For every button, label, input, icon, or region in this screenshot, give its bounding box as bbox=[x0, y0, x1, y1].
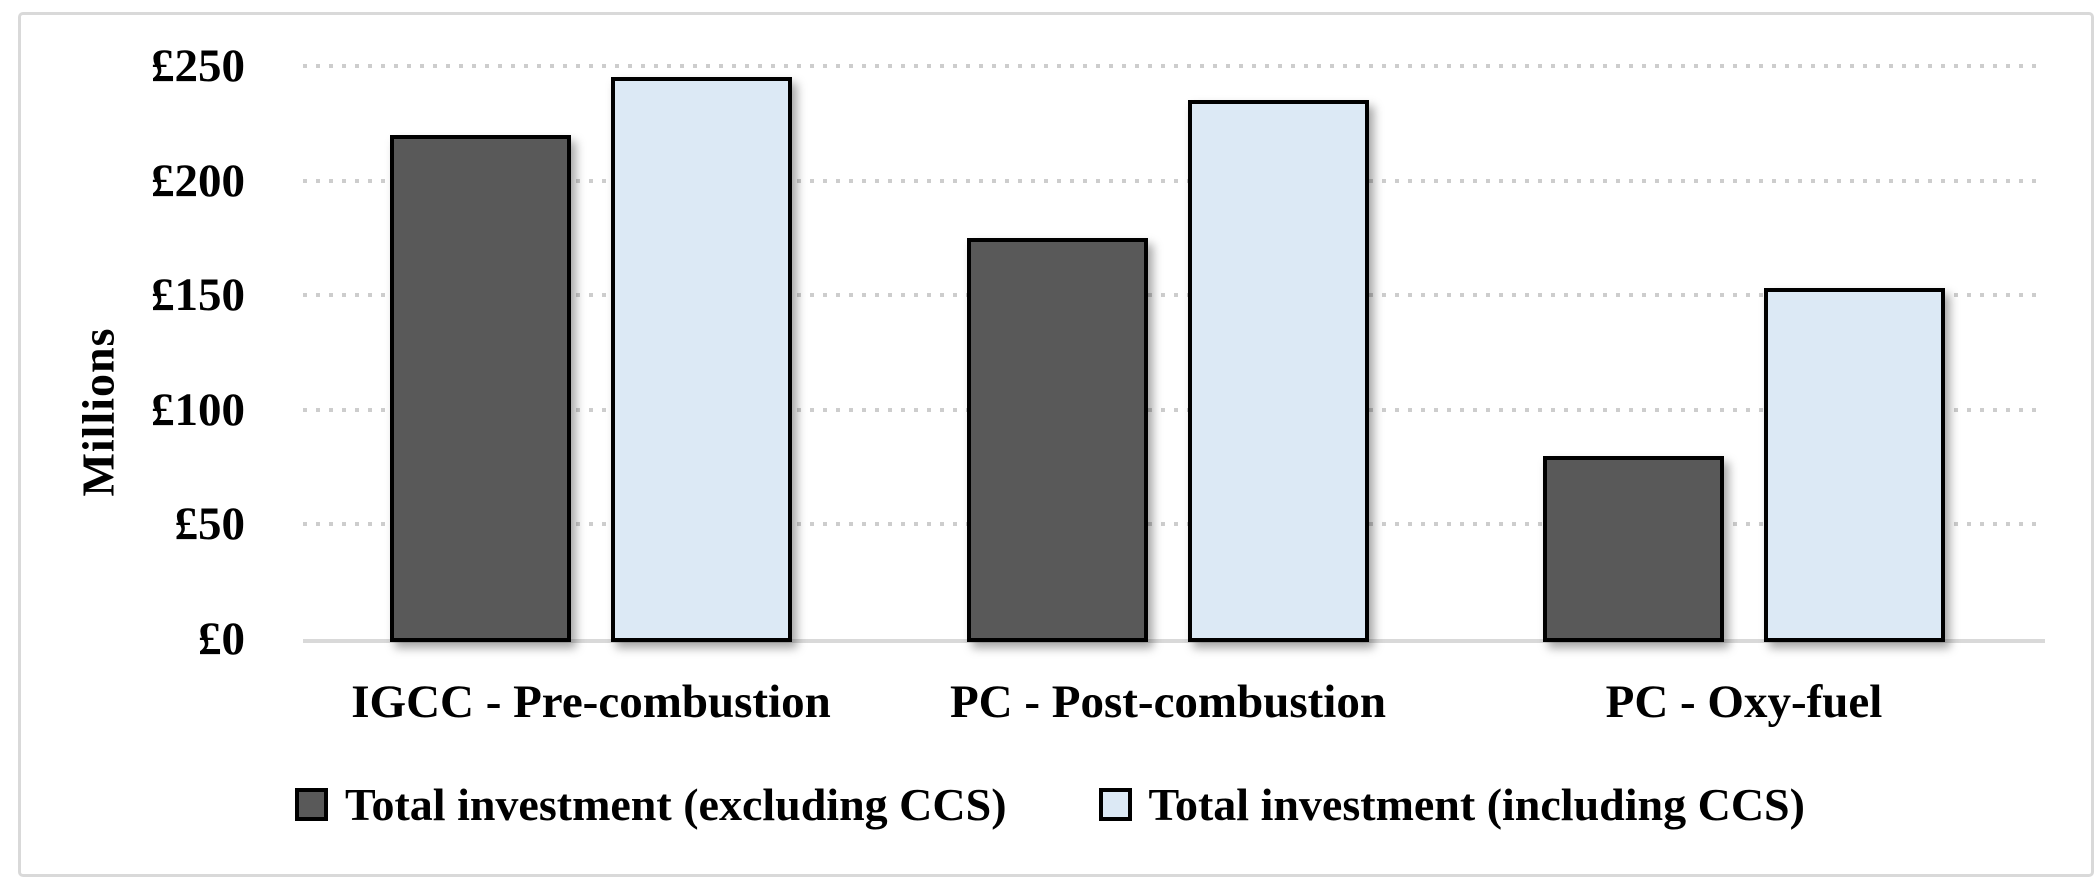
y-tick-label: £50 bbox=[174, 498, 246, 551]
y-tick-label: £150 bbox=[151, 269, 245, 322]
legend-swatch-including-ccs bbox=[1098, 788, 1132, 821]
x-category-label: IGCC - Pre-combustion bbox=[351, 676, 831, 728]
legend-label: Total investment (excluding CCS) bbox=[345, 779, 1007, 830]
bar-including-ccs bbox=[1188, 100, 1369, 642]
gridline bbox=[303, 293, 2045, 298]
y-tick-label: £200 bbox=[151, 154, 245, 207]
bar-excluding-ccs bbox=[967, 237, 1148, 642]
legend-item: Total investment (excluding CCS) bbox=[295, 778, 1007, 831]
bar-including-ccs bbox=[611, 77, 792, 642]
gridline bbox=[303, 407, 2045, 412]
y-tick-label: £250 bbox=[151, 40, 245, 92]
legend: Total investment (excluding CCS) Total in… bbox=[0, 778, 2100, 831]
x-axis-line bbox=[303, 639, 2045, 643]
gridline bbox=[303, 178, 2045, 183]
legend-item: Total investment (including CCS) bbox=[1098, 778, 1805, 831]
bar-including-ccs bbox=[1764, 288, 1945, 642]
legend-label: Total investment (including CCS) bbox=[1148, 779, 1805, 830]
x-category-label: PC - Post-combustion bbox=[949, 676, 1387, 728]
y-tick-label: £0 bbox=[198, 613, 245, 665]
x-category-label: PC - Oxy-fuel bbox=[1605, 676, 1883, 728]
gridline bbox=[303, 522, 2045, 527]
gridline bbox=[303, 64, 2045, 68]
bar-excluding-ccs bbox=[390, 134, 571, 642]
y-tick-label: £100 bbox=[151, 383, 245, 436]
legend-swatch-excluding-ccs bbox=[295, 788, 329, 821]
bar-excluding-ccs bbox=[1543, 455, 1724, 642]
